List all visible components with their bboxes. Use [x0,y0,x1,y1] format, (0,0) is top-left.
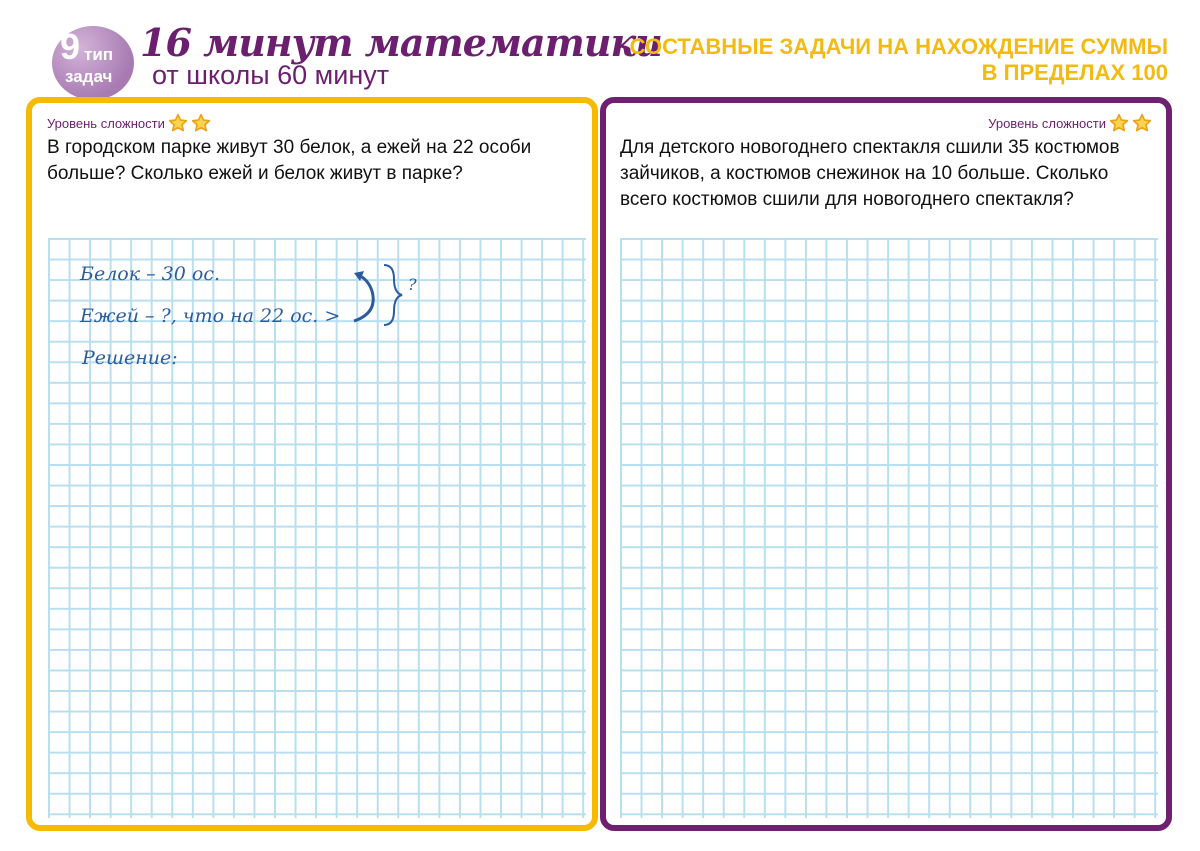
star-icon [1109,113,1129,132]
brace-arrow-icon [353,264,403,326]
badge-line2: задач [65,67,113,86]
page-subtitle: от школы 60 минут [152,60,390,90]
difficulty-label: Уровень сложности [988,115,1106,131]
task-type-badge: 9 тип задач [52,26,134,100]
topic-line2: В ПРЕДЕЛАХ 100 [981,60,1168,85]
page-title: 16 минут математики [140,20,663,65]
handwriting-line2: Ежей – ?, что на 22 ос. > [80,305,341,327]
badge-line1: тип [84,45,114,64]
star-icon [1132,113,1152,132]
star-icon [191,113,210,132]
right-task-card: Уровень сложности Для детского новогодне… [600,97,1172,831]
topic-heading: СОСТАВНЫЕ ЗАДАЧИ НА НАХОЖДЕНИЕ СУММЫ В П… [630,34,1168,86]
answer-grid [48,238,586,818]
problem-text: В городском парке живут 30 белок, а ежей… [47,137,532,184]
badge-number: 9 [60,26,81,67]
handwriting-question: ? [408,275,417,294]
star-icon [168,113,187,132]
difficulty-level: Уровень сложности [988,113,1152,133]
handwriting-solution-label: Решение: [82,347,178,369]
difficulty-level: Уровень сложности [47,113,211,133]
handwriting-line1: Белок – 30 ос. [80,263,221,285]
left-task-card: Уровень сложности В городском парке живу… [26,97,598,831]
problem-text: Для детского новогоднего спектакля сшили… [620,137,1120,210]
topic-line1: СОСТАВНЫЕ ЗАДАЧИ НА НАХОЖДЕНИЕ СУММЫ [629,34,1168,59]
difficulty-label: Уровень сложности [47,115,165,131]
answer-grid [620,238,1158,818]
